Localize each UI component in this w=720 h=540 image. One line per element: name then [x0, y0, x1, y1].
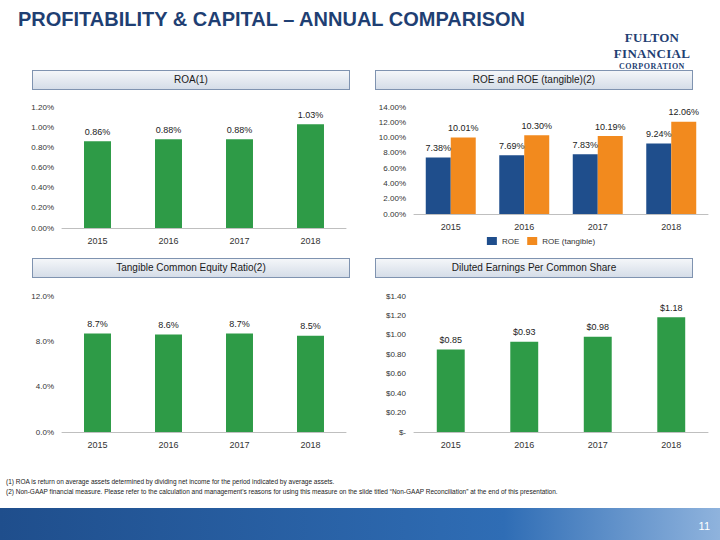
svg-text:8.7%: 8.7%	[229, 319, 250, 329]
html-text:11: 11	[698, 520, 710, 532]
svg-text:7.38%: 7.38%	[425, 143, 451, 153]
svg-text:2018: 2018	[300, 440, 320, 450]
svg-text:2018: 2018	[661, 440, 681, 450]
svg-text:12.06%: 12.06%	[668, 107, 699, 117]
svg-text:0.60%: 0.60%	[31, 163, 54, 172]
svg-text:0.80%: 0.80%	[31, 143, 54, 152]
svg-text:14.00%: 14.00%	[379, 103, 406, 112]
html-text:PROFITABILITY & CAPITAL – ANNU: PROFITABILITY & CAPITAL – ANNUAL COMPARI…	[18, 8, 526, 30]
svg-text:$0.98: $0.98	[586, 322, 609, 332]
svg-text:2017: 2017	[229, 440, 249, 450]
svg-text:2015: 2015	[441, 440, 461, 450]
svg-text:1.20%: 1.20%	[31, 103, 54, 112]
html-text:(2) Non-GAAP financial measure: (2) Non-GAAP financial measure. Please r…	[6, 488, 558, 495]
svg-text:2015: 2015	[87, 236, 107, 246]
svg-text:$1.20: $1.20	[386, 311, 407, 320]
svg-text:2.00%: 2.00%	[383, 194, 406, 203]
svg-text:ROE: ROE	[502, 237, 519, 246]
svg-text:8.00%: 8.00%	[383, 148, 406, 157]
svg-text:0.00%: 0.00%	[31, 224, 54, 233]
svg-text:12.0%: 12.0%	[31, 292, 54, 301]
svg-text:$1.40: $1.40	[386, 292, 407, 301]
svg-text:8.5%: 8.5%	[300, 321, 321, 331]
svg-text:2016: 2016	[514, 440, 534, 450]
svg-text:2017: 2017	[588, 440, 608, 450]
svg-text:$0.60: $0.60	[386, 369, 407, 378]
html-text:Tangible Common Equity Ratio(2: Tangible Common Equity Ratio(2)	[116, 262, 266, 273]
svg-text:0.88%: 0.88%	[156, 125, 182, 135]
svg-text:$0.40: $0.40	[386, 389, 407, 398]
svg-text:1.00%: 1.00%	[31, 123, 54, 132]
svg-text:$0.80: $0.80	[386, 350, 407, 359]
svg-text:2017: 2017	[588, 222, 608, 232]
svg-text:2015: 2015	[87, 440, 107, 450]
svg-text:$1.00: $1.00	[386, 330, 407, 339]
html-text:CORPORATION: CORPORATION	[619, 62, 685, 71]
svg-text:0.86%: 0.86%	[85, 127, 111, 137]
svg-text:8.7%: 8.7%	[87, 319, 108, 329]
svg-text:6.00%: 6.00%	[383, 164, 406, 173]
svg-text:2018: 2018	[300, 236, 320, 246]
svg-text:1.03%: 1.03%	[298, 110, 324, 120]
svg-text:$0.20: $0.20	[386, 408, 407, 417]
svg-text:0.40%: 0.40%	[31, 183, 54, 192]
svg-text:0.20%: 0.20%	[31, 203, 54, 212]
svg-text:9.24%: 9.24%	[646, 129, 672, 139]
svg-text:8.6%: 8.6%	[158, 320, 179, 330]
svg-text:0.0%: 0.0%	[36, 428, 54, 437]
svg-text:10.00%: 10.00%	[379, 133, 406, 142]
html-text:(1) ROA is return on average a: (1) ROA is return on average assets dete…	[6, 478, 335, 485]
svg-text:2018: 2018	[661, 222, 681, 232]
svg-text:ROE (tangible): ROE (tangible)	[542, 237, 595, 246]
svg-text:2016: 2016	[514, 222, 534, 232]
html-text:ROE and ROE (tangible)(2): ROE and ROE (tangible)(2)	[472, 74, 596, 85]
svg-text:4.0%: 4.0%	[36, 382, 54, 391]
svg-text:8.0%: 8.0%	[36, 337, 54, 346]
html-text:FULTON FINANCIAL: FULTON FINANCIAL	[613, 30, 691, 61]
svg-text:$-: $-	[399, 428, 406, 437]
svg-text:10.30%: 10.30%	[521, 121, 552, 131]
svg-text:7.83%: 7.83%	[572, 140, 598, 150]
svg-text:10.19%: 10.19%	[595, 122, 626, 132]
svg-text:10.01%: 10.01%	[448, 123, 479, 133]
svg-text:7.69%: 7.69%	[499, 141, 525, 151]
svg-text:2016: 2016	[158, 440, 178, 450]
svg-text:0.88%: 0.88%	[227, 125, 253, 135]
svg-text:$1.18: $1.18	[660, 303, 683, 313]
html-text:Diluted Earnings Per Common Sh: Diluted Earnings Per Common Share	[451, 262, 617, 273]
html-text:ROA(1): ROA(1)	[174, 74, 208, 85]
svg-text:$0.85: $0.85	[439, 335, 462, 345]
svg-text:2017: 2017	[229, 236, 249, 246]
svg-text:2015: 2015	[441, 222, 461, 232]
svg-text:2016: 2016	[158, 236, 178, 246]
svg-text:0.00%: 0.00%	[383, 210, 406, 219]
svg-text:$0.93: $0.93	[513, 327, 536, 337]
svg-text:12.00%: 12.00%	[379, 118, 406, 127]
svg-text:4.00%: 4.00%	[383, 179, 406, 188]
